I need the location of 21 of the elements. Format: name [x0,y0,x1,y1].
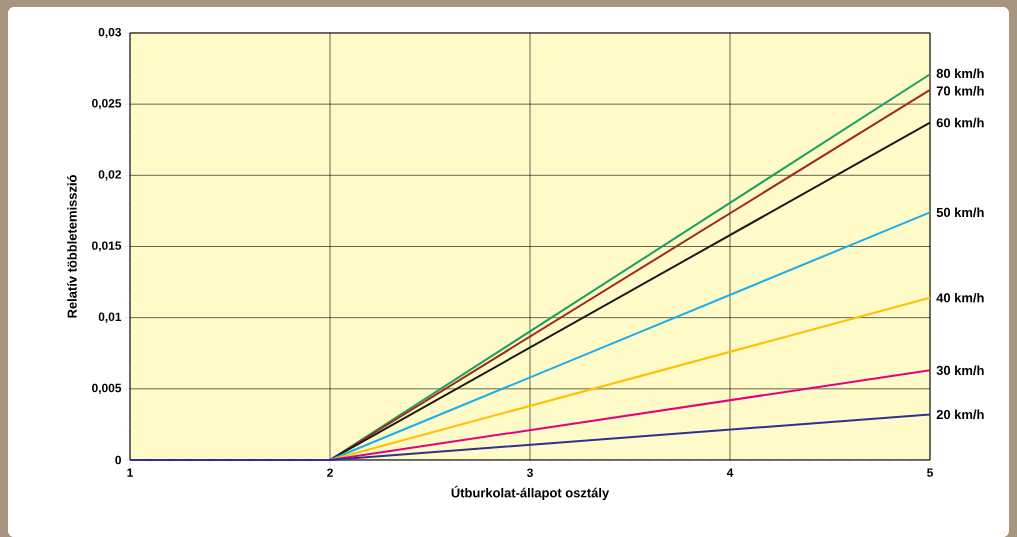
x-axis-title: Útburkolat-állapot osztály [451,485,610,500]
y-axis-title: Relatív többletemisszió [67,175,77,318]
series-label: 70 km/h [936,86,984,96]
x-tick-label: 3 [526,468,533,477]
x-tick-label: 2 [327,468,333,477]
series-label: 80 km/h [936,68,984,79]
series-label: 60 km/h [936,117,984,128]
x-tick-label: 4 [726,468,734,477]
y-tick-label: 0 [115,455,121,465]
y-tick-label: 0,005 [92,383,122,394]
x-tick-label: 5 [927,468,933,477]
y-tick-label: 0,01 [98,312,122,323]
series-label: 20 km/h [936,409,984,420]
y-tick-label: 0,02 [98,170,122,181]
y-tick-label: 0,03 [98,27,122,39]
y-tick-label: 0,015 [92,241,122,252]
x-tick-label: 1 [127,468,133,477]
series-label: 30 km/h [936,365,984,376]
series-label: 40 km/h [936,292,984,303]
series-label: 50 km/h [936,207,984,218]
y-tick-label: 0,025 [92,99,122,110]
